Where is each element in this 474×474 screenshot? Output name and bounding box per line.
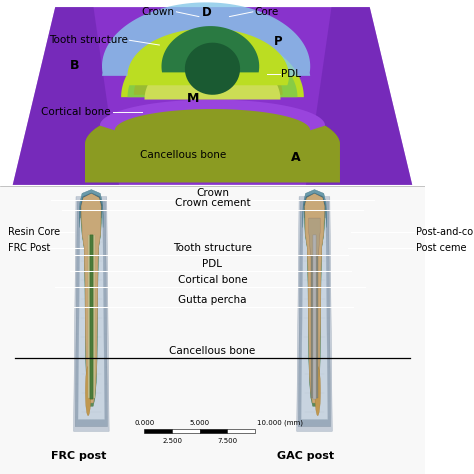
Text: D: D: [202, 6, 211, 19]
Polygon shape: [306, 193, 324, 252]
Bar: [145, 429, 172, 433]
Text: Cortical bone: Cortical bone: [178, 275, 247, 285]
Polygon shape: [301, 211, 328, 419]
Text: PDL: PDL: [202, 259, 222, 269]
Text: Cancellous bone: Cancellous bone: [140, 150, 226, 161]
Polygon shape: [307, 249, 322, 403]
Polygon shape: [78, 211, 105, 419]
Polygon shape: [313, 235, 316, 399]
Text: FRC Post: FRC Post: [9, 243, 51, 253]
Text: P: P: [274, 35, 283, 48]
Text: Resin Core: Resin Core: [9, 227, 61, 237]
Text: Post ceme: Post ceme: [416, 243, 466, 253]
Text: Crown: Crown: [141, 7, 174, 17]
Polygon shape: [145, 52, 281, 100]
Polygon shape: [305, 193, 325, 403]
Polygon shape: [75, 201, 108, 427]
Polygon shape: [73, 197, 109, 431]
Text: Core: Core: [254, 7, 278, 17]
Text: Post-and-co: Post-and-co: [416, 227, 473, 237]
Polygon shape: [85, 366, 91, 416]
Polygon shape: [304, 191, 326, 218]
Polygon shape: [297, 197, 332, 431]
Text: Tooth structure: Tooth structure: [49, 35, 128, 46]
Text: B: B: [70, 59, 80, 72]
Polygon shape: [81, 191, 102, 406]
Text: 0.000: 0.000: [134, 419, 155, 426]
Polygon shape: [313, 235, 316, 399]
Polygon shape: [90, 235, 93, 399]
Bar: [228, 429, 255, 433]
Text: 2.500: 2.500: [162, 438, 182, 444]
Text: Tooth structure: Tooth structure: [173, 243, 252, 253]
Text: A: A: [291, 151, 301, 164]
Polygon shape: [309, 218, 320, 256]
Polygon shape: [302, 190, 327, 228]
Polygon shape: [81, 193, 101, 403]
Text: FRC post: FRC post: [51, 451, 106, 461]
Polygon shape: [128, 40, 298, 97]
Polygon shape: [102, 2, 310, 76]
Text: Cortical bone: Cortical bone: [41, 107, 110, 118]
Polygon shape: [310, 235, 319, 398]
Polygon shape: [85, 104, 340, 182]
Polygon shape: [88, 235, 95, 398]
Polygon shape: [84, 249, 99, 403]
Polygon shape: [80, 191, 102, 218]
Text: PDL: PDL: [282, 69, 301, 80]
Polygon shape: [315, 366, 320, 416]
Polygon shape: [100, 100, 325, 130]
Polygon shape: [306, 7, 412, 185]
Polygon shape: [134, 45, 283, 95]
Polygon shape: [185, 43, 240, 95]
Polygon shape: [121, 33, 304, 97]
Text: Cancellous bone: Cancellous bone: [169, 346, 255, 356]
Text: Crown: Crown: [196, 188, 229, 198]
Text: M: M: [187, 92, 200, 105]
Polygon shape: [298, 201, 331, 427]
Polygon shape: [13, 7, 412, 185]
Polygon shape: [82, 193, 100, 252]
Text: 5.000: 5.000: [190, 419, 210, 426]
Polygon shape: [90, 235, 93, 399]
Polygon shape: [13, 7, 119, 185]
Text: GAC post: GAC post: [277, 451, 335, 461]
Polygon shape: [162, 26, 259, 73]
Text: 7.500: 7.500: [217, 438, 237, 444]
Polygon shape: [305, 193, 325, 403]
Polygon shape: [304, 191, 325, 406]
Text: 10.000 (mm): 10.000 (mm): [257, 419, 303, 426]
Polygon shape: [81, 193, 101, 403]
Bar: [172, 429, 200, 433]
Polygon shape: [85, 104, 340, 145]
Bar: [200, 429, 228, 433]
Polygon shape: [128, 28, 289, 85]
Text: Gutta percha: Gutta percha: [178, 295, 247, 305]
Polygon shape: [79, 190, 103, 228]
Polygon shape: [0, 187, 425, 474]
Text: Crown cement: Crown cement: [174, 198, 250, 208]
